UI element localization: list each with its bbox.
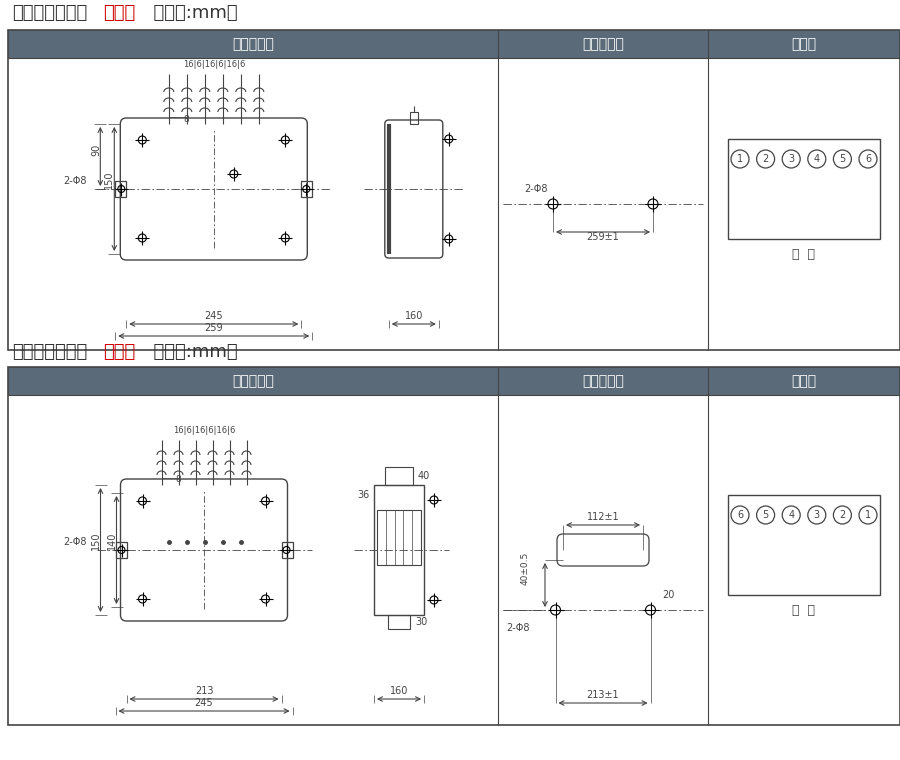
Text: 2: 2 bbox=[762, 154, 769, 164]
Text: 安装开孔图: 安装开孔图 bbox=[582, 374, 624, 388]
Bar bbox=[708, 367, 900, 395]
Text: 4: 4 bbox=[788, 510, 795, 520]
Bar bbox=[8, 367, 900, 725]
Bar bbox=[8, 30, 498, 58]
FancyBboxPatch shape bbox=[121, 479, 287, 621]
Text: 单相过流凸出式: 单相过流凸出式 bbox=[12, 4, 87, 22]
Bar bbox=[8, 367, 498, 395]
Text: 前接线: 前接线 bbox=[103, 4, 135, 22]
Bar bbox=[282, 542, 292, 558]
Bar bbox=[377, 510, 421, 565]
Text: 5: 5 bbox=[762, 510, 769, 520]
Text: 40±0.5: 40±0.5 bbox=[520, 552, 529, 585]
Text: 8: 8 bbox=[176, 476, 181, 485]
Text: 150: 150 bbox=[91, 531, 101, 550]
Bar bbox=[498, 30, 708, 58]
Text: 2-Φ8: 2-Φ8 bbox=[63, 176, 86, 186]
Text: 外形尺寸图: 外形尺寸图 bbox=[232, 37, 274, 51]
Text: 2-Φ8: 2-Φ8 bbox=[63, 537, 86, 547]
Text: 端子图: 端子图 bbox=[791, 374, 816, 388]
Bar bbox=[302, 181, 312, 197]
Text: 4: 4 bbox=[814, 154, 820, 164]
Bar bbox=[388, 615, 410, 629]
Text: 40: 40 bbox=[418, 471, 430, 481]
Text: 150: 150 bbox=[104, 170, 114, 189]
Bar bbox=[410, 112, 418, 124]
Bar bbox=[374, 485, 424, 615]
Bar bbox=[498, 367, 708, 395]
Text: 160: 160 bbox=[405, 311, 423, 321]
Text: 1: 1 bbox=[865, 510, 871, 520]
Text: 259±1: 259±1 bbox=[587, 232, 619, 242]
Text: 140: 140 bbox=[106, 532, 116, 550]
Text: 1: 1 bbox=[737, 154, 743, 164]
Text: 213: 213 bbox=[194, 686, 213, 696]
Text: 2-Φ8: 2-Φ8 bbox=[506, 623, 529, 633]
Text: 112±1: 112±1 bbox=[587, 512, 619, 522]
FancyBboxPatch shape bbox=[557, 534, 649, 566]
Text: 30: 30 bbox=[415, 617, 428, 627]
Bar bbox=[115, 181, 126, 197]
Text: 外形尺寸图: 外形尺寸图 bbox=[232, 374, 274, 388]
Text: 安装开孔图: 安装开孔图 bbox=[582, 37, 624, 51]
Text: 端子图: 端子图 bbox=[791, 37, 816, 51]
Text: 20: 20 bbox=[662, 590, 675, 600]
Text: 前  视: 前 视 bbox=[793, 248, 815, 261]
Text: 3: 3 bbox=[814, 510, 820, 520]
Bar bbox=[728, 495, 880, 595]
Text: 背  视: 背 视 bbox=[793, 603, 815, 616]
Text: 8: 8 bbox=[183, 115, 189, 123]
Text: 160: 160 bbox=[390, 686, 409, 696]
Text: 2-Φ8: 2-Φ8 bbox=[525, 184, 548, 194]
Text: 90: 90 bbox=[91, 144, 102, 157]
Text: 5: 5 bbox=[840, 154, 845, 164]
Text: 3: 3 bbox=[788, 154, 795, 164]
Bar bbox=[385, 467, 413, 485]
Bar bbox=[708, 30, 900, 58]
Text: 259: 259 bbox=[204, 323, 223, 333]
Text: （单位:mm）: （单位:mm） bbox=[142, 4, 238, 22]
Text: 单相过流凸出式: 单相过流凸出式 bbox=[12, 343, 87, 361]
Text: 36: 36 bbox=[358, 490, 370, 500]
Text: 后接线: 后接线 bbox=[103, 343, 135, 361]
FancyBboxPatch shape bbox=[121, 118, 307, 260]
Text: 2: 2 bbox=[840, 510, 845, 520]
Bar bbox=[728, 139, 880, 239]
Bar bbox=[8, 30, 900, 350]
Text: 6: 6 bbox=[865, 154, 871, 164]
Text: 213±1: 213±1 bbox=[587, 690, 619, 700]
Text: 16|6|16|6|16|6: 16|6|16|6|16|6 bbox=[173, 426, 235, 435]
Text: 245: 245 bbox=[204, 311, 223, 321]
FancyBboxPatch shape bbox=[385, 120, 443, 258]
Bar bbox=[115, 542, 127, 558]
Text: 245: 245 bbox=[194, 698, 213, 708]
Text: 6: 6 bbox=[737, 510, 743, 520]
Text: 16|6|16|6|16|6: 16|6|16|6|16|6 bbox=[183, 60, 245, 69]
Text: （单位:mm）: （单位:mm） bbox=[142, 343, 238, 361]
